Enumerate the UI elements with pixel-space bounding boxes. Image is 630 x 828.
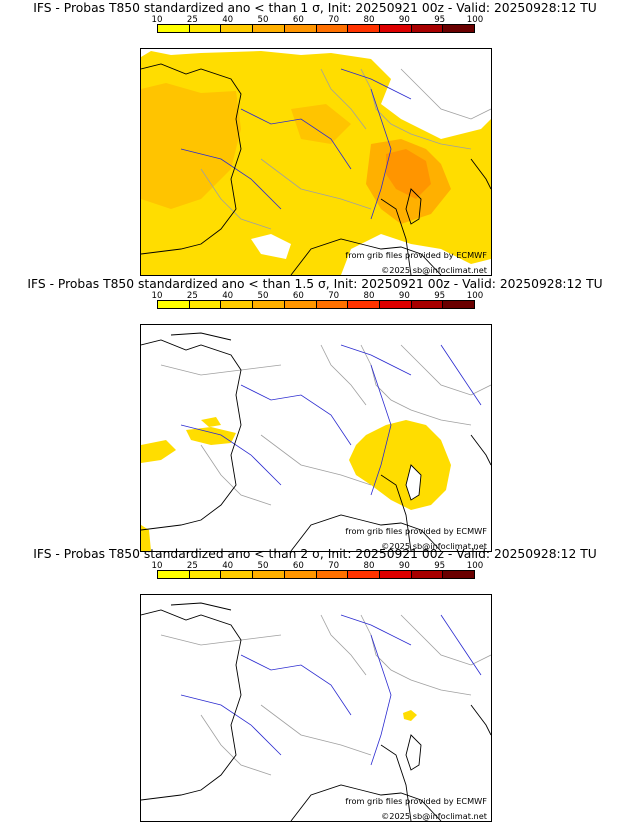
colorbar-tick-label: 60 xyxy=(292,15,304,25)
colorbar-swatch xyxy=(443,25,475,32)
colorbar-tick-label: 95 xyxy=(434,561,446,571)
colorbar-tick-label: 95 xyxy=(434,291,446,301)
colorbar-tick-label: 100 xyxy=(466,291,484,301)
panel-title: IFS - Probas T850 standardized ano < tha… xyxy=(33,547,597,561)
colorbar-swatch xyxy=(189,301,222,308)
colorbar-tick-label: 10 xyxy=(151,15,163,25)
colorbar-swatch xyxy=(158,301,190,308)
colorbar-tick-label: 80 xyxy=(363,291,375,301)
colorbar-tick-label: 40 xyxy=(222,15,234,25)
colorbar-swatch xyxy=(411,25,444,32)
colorbar-labels: 10 25 40 50 60 70 80 90 95 100 xyxy=(152,561,484,571)
colorbar xyxy=(157,570,475,579)
colorbar-tick-label: 10 xyxy=(151,561,163,571)
map-area: from grib files provided by ECMWF ©2025 … xyxy=(140,324,492,552)
colorbar-swatch xyxy=(411,301,444,308)
colorbar-tick-label: 25 xyxy=(186,15,198,25)
colorbar-tick-label: 90 xyxy=(398,15,410,25)
colorbar-swatch xyxy=(316,301,349,308)
colorbar-tick-label: 50 xyxy=(257,561,269,571)
colorbar-tick-label: 95 xyxy=(434,15,446,25)
colorbar-swatch xyxy=(411,571,444,578)
map-panel-3: IFS - Probas T850 standardized ano < tha… xyxy=(0,546,630,822)
colorbar-swatch xyxy=(253,25,285,32)
colorbar-swatch xyxy=(189,571,222,578)
colorbar-tick-label: 10 xyxy=(151,291,163,301)
colorbar-swatch xyxy=(189,25,222,32)
map-canvas xyxy=(141,332,491,551)
data-source-credit: from grib files provided by ECMWF xyxy=(345,526,487,536)
colorbar-swatch xyxy=(253,301,285,308)
rivers xyxy=(180,614,482,766)
colorbar-labels: 10 25 40 50 60 70 80 90 95 100 xyxy=(152,291,484,301)
probability-fill xyxy=(141,49,491,275)
copyright-credit: ©2025 sb@infoclimat.net xyxy=(381,541,487,551)
colorbar-tick-label: 40 xyxy=(222,291,234,301)
colorbar-tick-label: 70 xyxy=(328,291,340,301)
probability-fill xyxy=(403,710,417,721)
map-panel-2: IFS - Probas T850 standardized ano < tha… xyxy=(0,276,630,552)
colorbar-tick-label: 60 xyxy=(292,561,304,571)
colorbar-swatch xyxy=(379,25,412,32)
coastlines xyxy=(141,332,491,551)
map-canvas xyxy=(141,602,491,821)
colorbar-swatch xyxy=(221,25,254,32)
panel-title: IFS - Probas T850 standardized ano < tha… xyxy=(33,1,597,15)
colorbar-tick-label: 100 xyxy=(466,15,484,25)
colorbar-labels: 10 25 40 50 60 70 80 90 95 100 xyxy=(152,15,484,25)
colorbar-tick-label: 100 xyxy=(466,561,484,571)
colorbar-swatch xyxy=(443,301,475,308)
copyright-credit: ©2025 sb@infoclimat.net xyxy=(381,811,487,821)
panel-title: IFS - Probas T850 standardized ano < tha… xyxy=(27,277,603,291)
map-area: from grib files provided by ECMWF ©2025 … xyxy=(140,594,492,822)
colorbar-tick-label: 80 xyxy=(363,561,375,571)
colorbar-swatch xyxy=(253,571,285,578)
colorbar-tick-label: 50 xyxy=(257,291,269,301)
colorbar-tick-label: 80 xyxy=(363,15,375,25)
colorbar-swatch xyxy=(221,301,254,308)
data-source-credit: from grib files provided by ECMWF xyxy=(345,796,487,806)
coastlines xyxy=(141,63,491,275)
map-area: from grib files provided by ECMWF ©2025 … xyxy=(140,48,492,276)
colorbar-swatch xyxy=(284,301,317,308)
map-canvas xyxy=(141,49,491,275)
colorbar-tick-label: 50 xyxy=(257,15,269,25)
colorbar-swatch xyxy=(379,571,412,578)
colorbar-swatch xyxy=(316,571,349,578)
colorbar-swatch xyxy=(316,25,349,32)
copyright-credit: ©2025 sb@infoclimat.net xyxy=(381,265,487,275)
colorbar-swatch xyxy=(221,571,254,578)
colorbar-tick-label: 70 xyxy=(328,561,340,571)
map-panel-1: IFS - Probas T850 standardized ano < tha… xyxy=(0,0,630,276)
colorbar-swatch xyxy=(379,301,412,308)
country-borders xyxy=(160,614,491,776)
colorbar-tick-label: 25 xyxy=(186,561,198,571)
rivers xyxy=(180,344,482,496)
probability-fill xyxy=(141,417,451,551)
coastlines xyxy=(141,602,491,821)
data-source-credit: from grib files provided by ECMWF xyxy=(345,250,487,260)
colorbar-tick-label: 70 xyxy=(328,15,340,25)
colorbar-swatch xyxy=(348,571,380,578)
colorbar xyxy=(157,300,475,309)
colorbar-tick-label: 90 xyxy=(398,561,410,571)
colorbar-swatch xyxy=(348,301,380,308)
colorbar-swatch xyxy=(284,571,317,578)
colorbar-tick-label: 40 xyxy=(222,561,234,571)
colorbar-swatch xyxy=(284,25,317,32)
rivers xyxy=(180,68,412,220)
colorbar-swatch xyxy=(158,25,190,32)
colorbar-swatch xyxy=(443,571,475,578)
colorbar-swatch xyxy=(158,571,190,578)
colorbar-tick-label: 60 xyxy=(292,291,304,301)
colorbar-tick-label: 90 xyxy=(398,291,410,301)
colorbar-swatch xyxy=(348,25,380,32)
colorbar xyxy=(157,24,475,33)
colorbar-tick-label: 25 xyxy=(186,291,198,301)
